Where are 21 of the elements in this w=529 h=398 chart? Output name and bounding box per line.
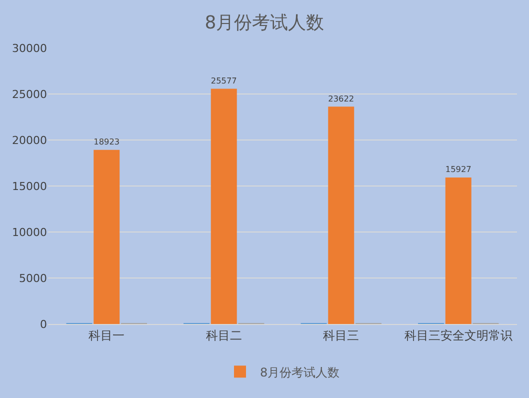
bar [328, 106, 354, 324]
bar [445, 177, 472, 324]
y-tick-label: 30000 [12, 42, 47, 55]
x-tick-label: 科目三 [323, 328, 360, 342]
data-label: 15927 [445, 164, 472, 174]
y-tick-label: 5000 [19, 272, 47, 285]
x-tick-label: 科目二 [206, 328, 242, 342]
chart-title: 8月份考试人数 [204, 12, 324, 34]
y-tick-label: 15000 [12, 180, 47, 193]
bar [210, 88, 237, 324]
data-label: 25577 [210, 75, 237, 86]
y-tick-label: 10000 [12, 226, 47, 239]
y-tick-label: 25000 [12, 88, 47, 101]
data-label: 18923 [94, 136, 120, 147]
legend-label: 8月份考试人数 [260, 365, 340, 380]
bar [94, 150, 120, 324]
x-tick-label: 科目三安全文明常识 [404, 328, 512, 342]
data-label: 23622 [328, 93, 354, 104]
y-tick-label: 0 [40, 318, 47, 331]
y-tick-label: 20000 [12, 134, 47, 147]
x-tick-label: 科目一 [88, 328, 125, 342]
